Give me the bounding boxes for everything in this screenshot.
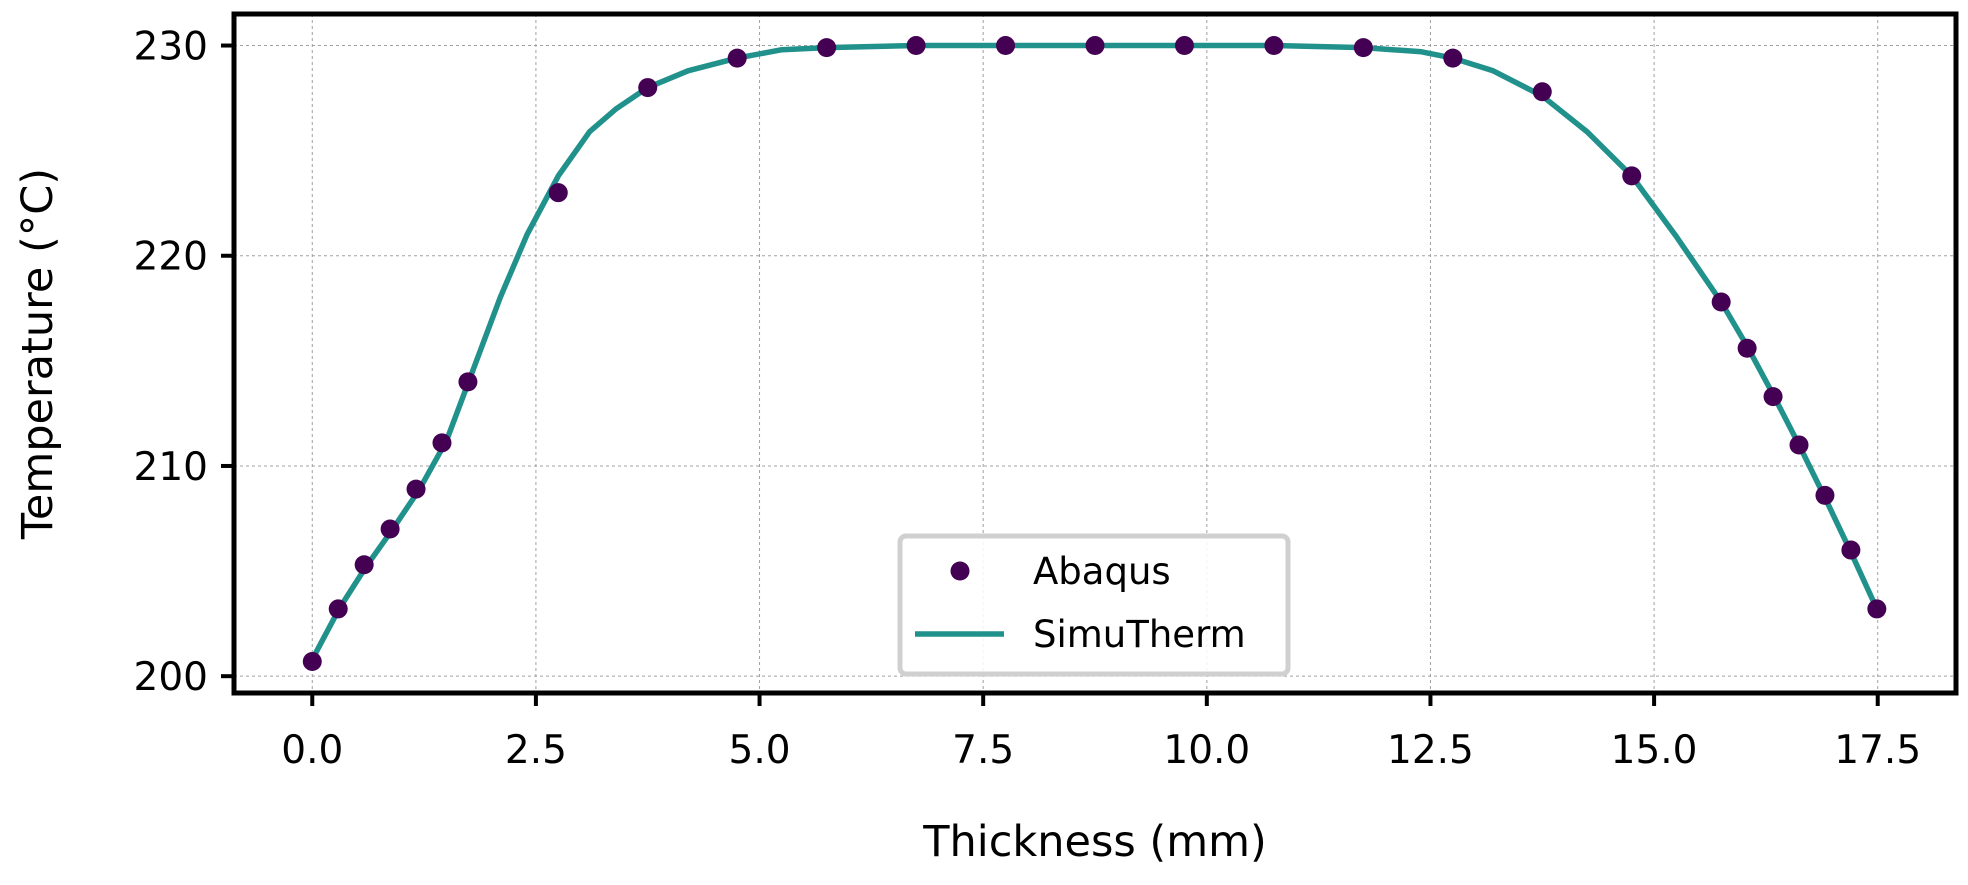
legend-marker-abaqus: [950, 561, 970, 581]
y-tick-label: 200: [134, 655, 208, 700]
data-point-abaqus: [1174, 36, 1194, 56]
y-tick-label: 230: [134, 25, 208, 70]
x-tick-label: 5.0: [729, 728, 791, 773]
x-tick-label: 10.0: [1163, 728, 1250, 773]
x-axis-label: Thickness (mm): [922, 817, 1267, 867]
data-point-abaqus: [1532, 82, 1552, 102]
data-point-abaqus: [458, 372, 478, 392]
data-point-abaqus: [906, 36, 926, 56]
x-tick-label: 15.0: [1611, 728, 1698, 773]
data-point-abaqus: [1264, 36, 1284, 56]
legend-box: [897, 533, 1291, 677]
axis-ticks: 0.0 2.5 5.0 7.5 10.0 12.5 15.0 17.5 200 210 220 230: [134, 25, 1922, 773]
data-point-abaqus: [1737, 338, 1757, 358]
data-point-abaqus: [1815, 485, 1835, 505]
data-point-abaqus: [1353, 38, 1373, 58]
data-point-abaqus: [727, 48, 747, 68]
data-point-abaqus: [354, 555, 374, 575]
x-tick-label: 0.0: [281, 728, 343, 773]
x-tick-label: 2.5: [505, 728, 567, 773]
legend: Abaqus SimuTherm: [897, 533, 1291, 677]
data-point-abaqus: [1867, 599, 1887, 619]
data-point-abaqus: [1711, 292, 1731, 312]
data-point-abaqus: [1841, 540, 1861, 560]
plot-frame: [231, 11, 1959, 696]
data-point-abaqus: [432, 433, 452, 453]
data-point-abaqus: [1789, 435, 1809, 455]
data-point-abaqus: [817, 38, 837, 58]
data-point-abaqus: [638, 78, 658, 98]
x-tick-label: 17.5: [1834, 728, 1921, 773]
data-point-abaqus: [1443, 48, 1463, 68]
x-tick-label: 12.5: [1387, 728, 1474, 773]
data-point-abaqus: [996, 36, 1016, 56]
data-point-abaqus: [1622, 166, 1642, 186]
y-tick-label: 210: [134, 445, 208, 490]
data-point-abaqus: [1085, 36, 1105, 56]
data-point-abaqus: [406, 479, 426, 499]
plot-points: [302, 36, 1887, 671]
legend-label-abaqus: Abaqus: [1033, 550, 1171, 593]
data-point-abaqus: [302, 651, 322, 671]
data-point-abaqus: [328, 599, 348, 619]
data-point-abaqus: [548, 183, 568, 203]
y-tick-label: 220: [134, 235, 208, 280]
y-axis-label: Temperature (°C): [13, 168, 63, 540]
data-point-abaqus: [1763, 387, 1783, 407]
x-tick-label: 7.5: [952, 728, 1014, 773]
data-point-abaqus: [380, 519, 400, 539]
legend-label-simutherm: SimuTherm: [1033, 613, 1246, 656]
